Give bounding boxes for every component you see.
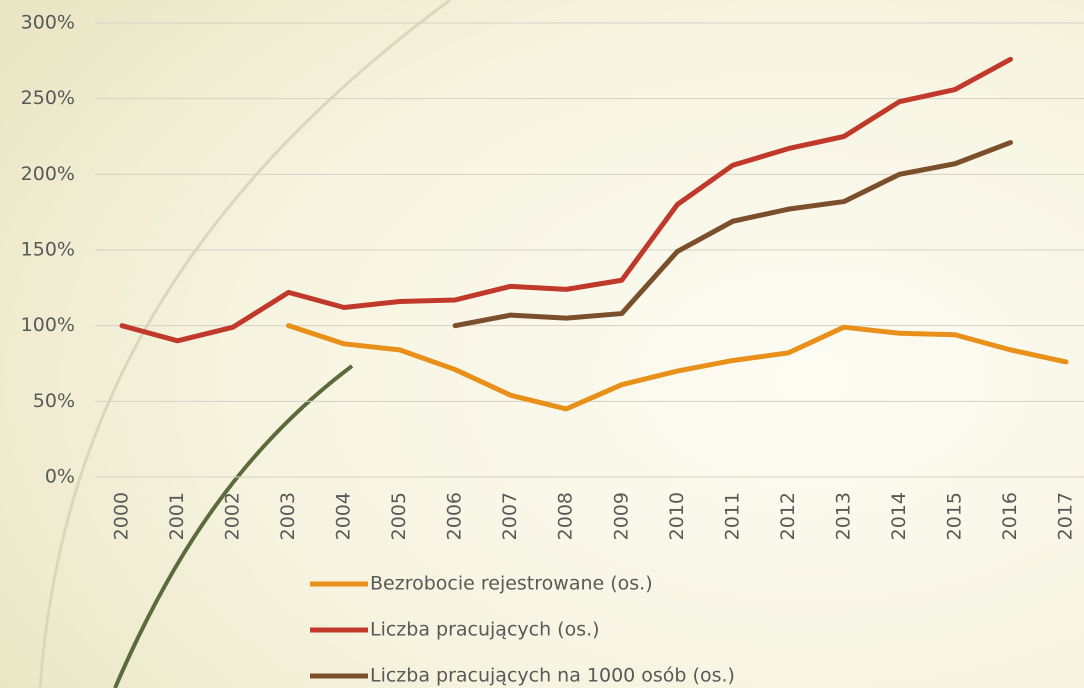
y-tick-label: 200% [21,163,75,185]
x-tick-label: 2011 [721,492,743,540]
y-tick-label: 50% [33,390,75,412]
x-tick-label: 2016 [999,492,1021,540]
x-tick-label: 2005 [388,492,410,540]
x-tick-label: 2009 [610,492,632,540]
x-tick-label: 2015 [943,492,965,540]
x-tick-label: 2008 [555,492,577,540]
legend-label: Liczba pracujących na 1000 osób (os.) [370,665,735,687]
x-tick-label: 2014 [888,492,910,540]
x-tick-label: 2004 [333,492,355,540]
x-tick-label: 2006 [444,492,466,540]
x-tick-label: 2013 [832,492,854,540]
y-tick-label: 300% [21,12,75,34]
x-tick-label: 2000 [111,492,133,540]
y-tick-label: 100% [21,314,75,336]
legend-label: Bezrobocie rejestrowane (os.) [370,573,653,595]
y-tick-label: 250% [21,87,75,109]
x-tick-label: 2012 [777,492,799,540]
x-tick-label: 2010 [666,492,688,540]
x-tick-label: 2003 [277,492,299,540]
y-tick-label: 0% [45,466,75,488]
chart: 0% 50% 100% 150% 200% 250% 300% 2000 2001 2002 200… [0,0,1084,688]
x-tick-label: 2001 [166,492,188,540]
legend-label: Liczba pracujących (os.) [370,619,600,641]
x-tick-label: 2007 [499,492,521,540]
x-tick-label: 2002 [222,492,244,540]
y-tick-label: 150% [21,239,75,261]
x-tick-label: 2017 [1055,492,1077,540]
